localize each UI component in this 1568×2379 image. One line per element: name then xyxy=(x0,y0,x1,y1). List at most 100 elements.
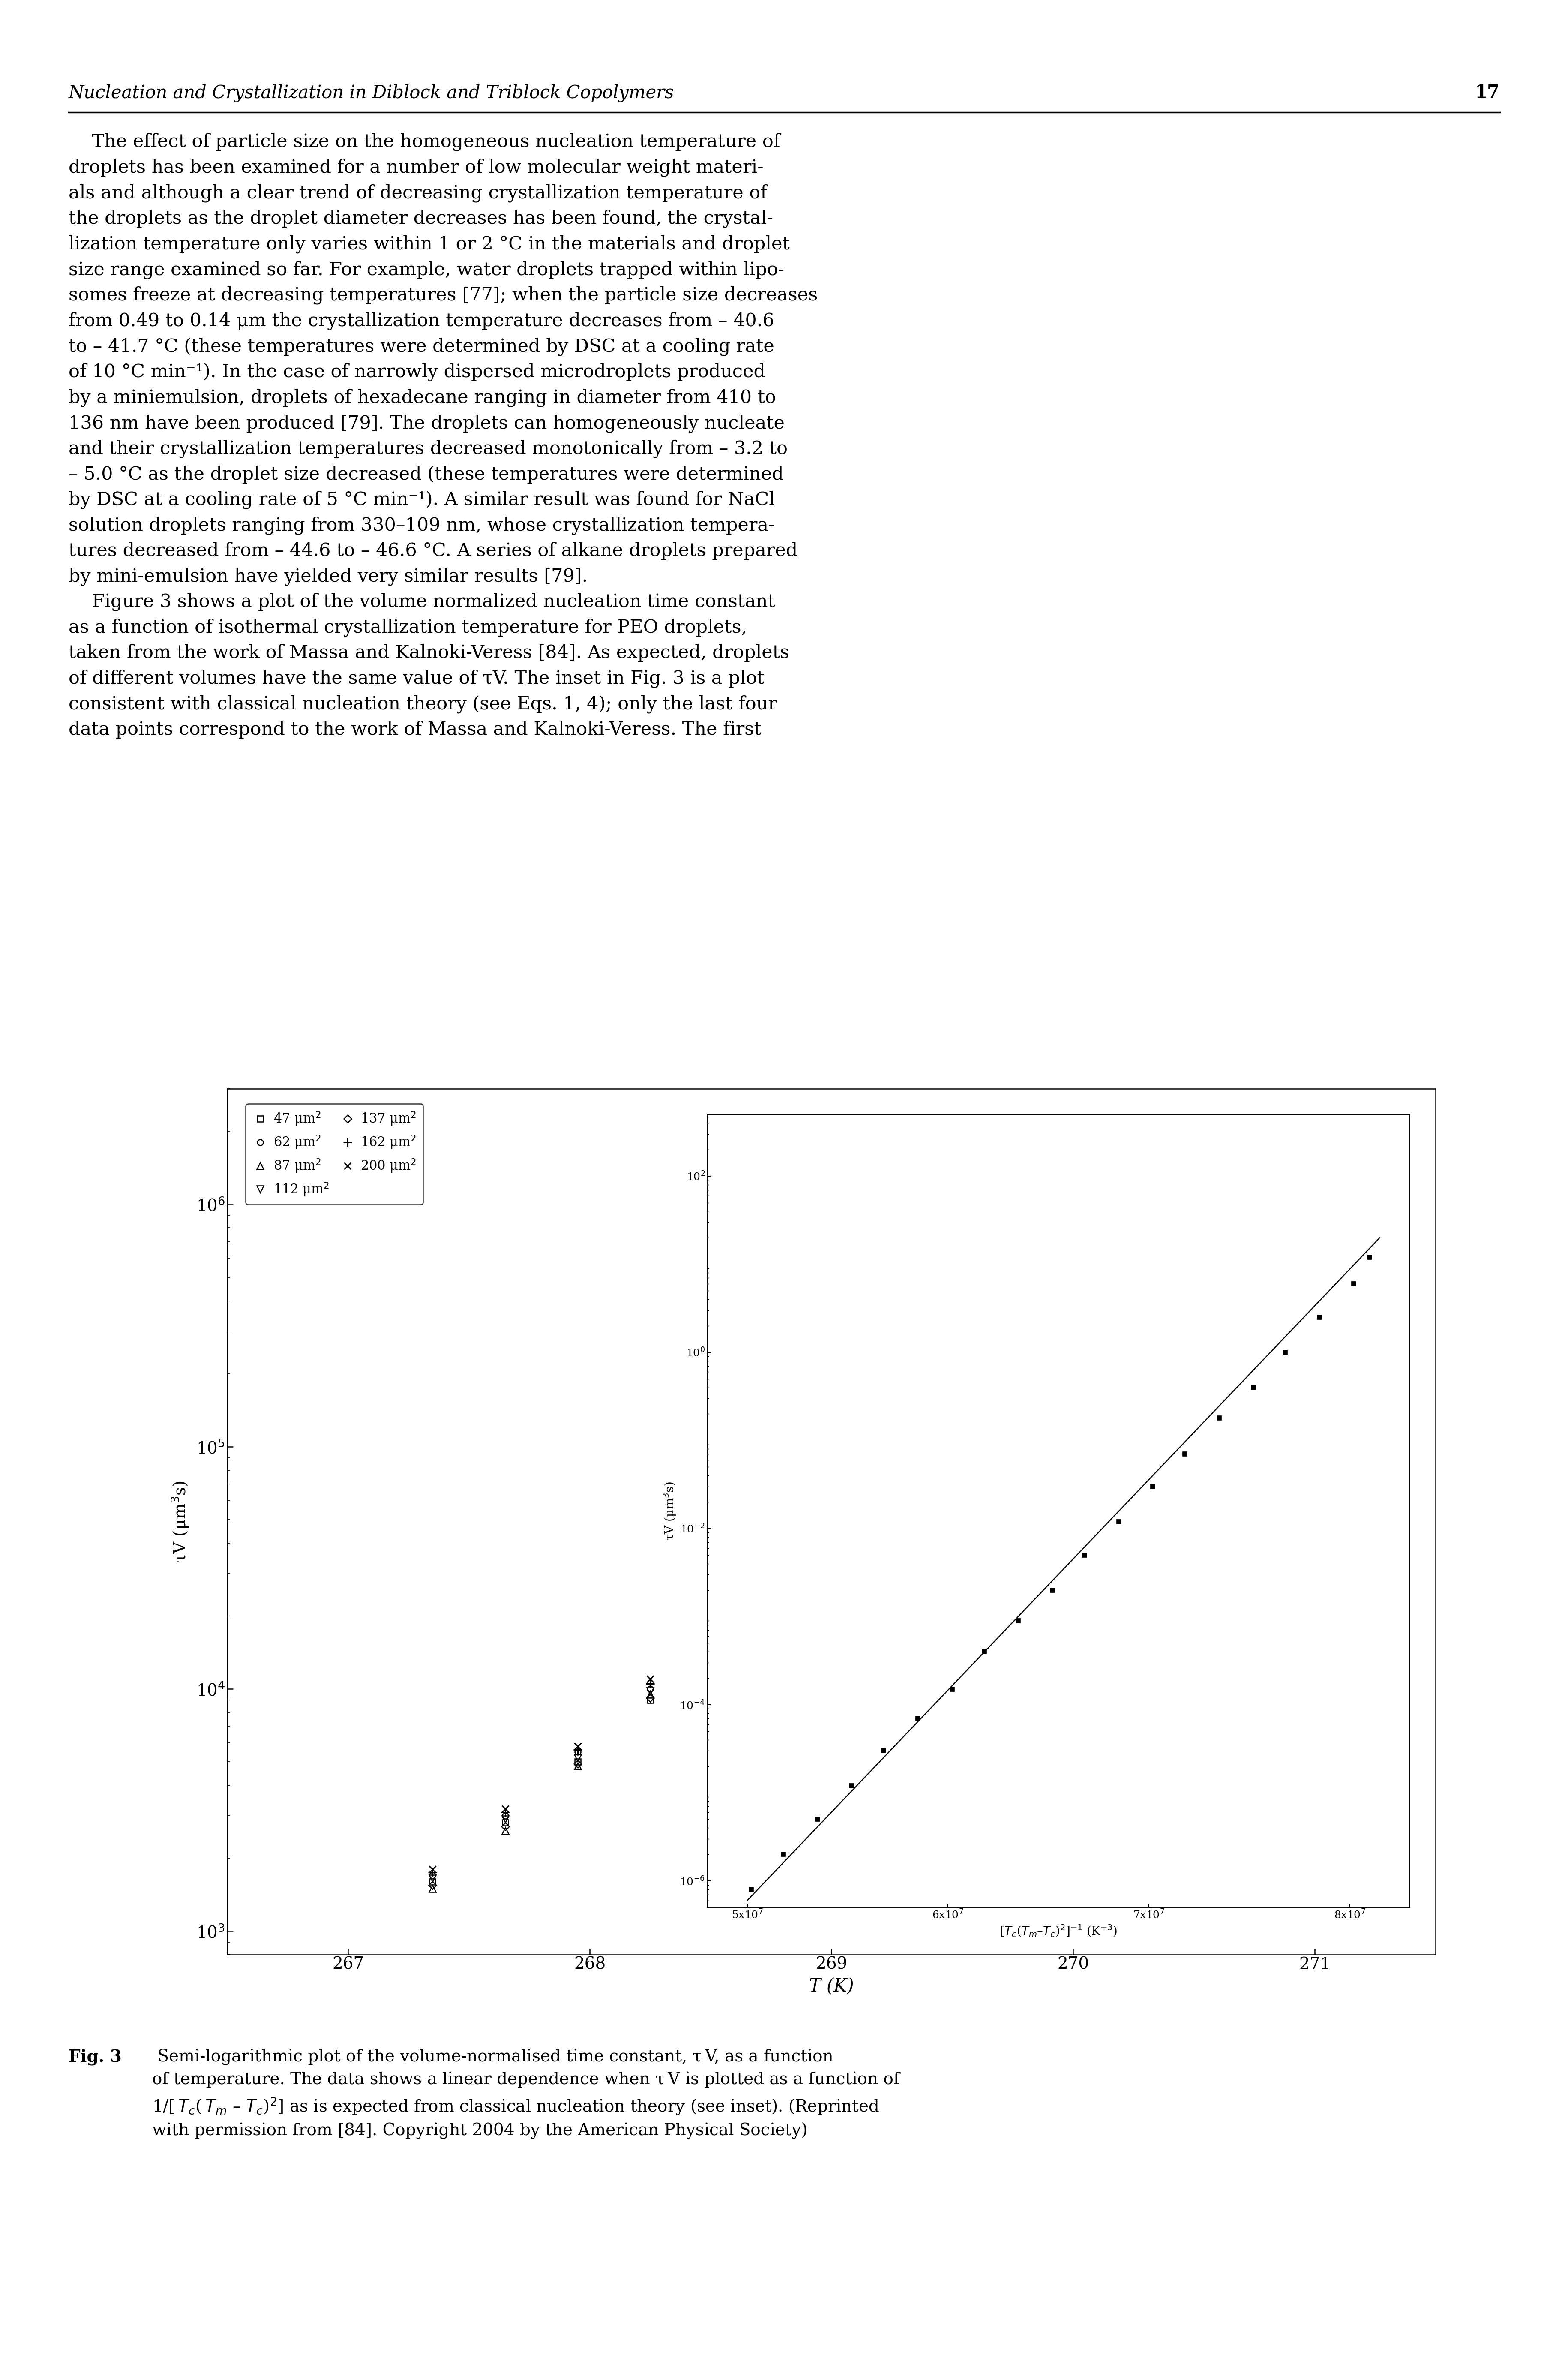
162 μm$^2$ xyxy=(641,1670,660,1699)
62 μm$^2$ xyxy=(786,1534,804,1563)
162 μm$^2$ xyxy=(495,1799,514,1827)
87 μm$^2$ xyxy=(568,1751,586,1779)
87 μm$^2$ xyxy=(1148,1199,1167,1228)
47 μm$^2$ xyxy=(858,1470,877,1499)
62 μm$^2$ xyxy=(1148,1197,1167,1225)
162 μm$^2$ xyxy=(1004,1313,1022,1342)
162 μm$^2$ xyxy=(1221,1156,1240,1185)
112 μm$^2$ xyxy=(1294,1130,1312,1159)
200 μm$^2$ xyxy=(1353,1111,1372,1140)
87 μm$^2$ xyxy=(495,1815,514,1844)
Legend: 47 μm$^2$, 62 μm$^2$, 87 μm$^2$, 112 μm$^2$, 137 μm$^2$, 162 μm$^2$, 200 μm$^2$: 47 μm$^2$, 62 μm$^2$, 87 μm$^2$, 112 μm$… xyxy=(246,1104,423,1204)
Text: The effect of particle size on the homogeneous nucleation temperature of
droplet: The effect of particle size on the homog… xyxy=(69,133,818,737)
200 μm$^2$ xyxy=(1148,1190,1167,1218)
Line: 87 μm$^2$: 87 μm$^2$ xyxy=(430,1128,1366,1891)
62 μm$^2$ xyxy=(495,1801,514,1829)
Text: Nucleation and Crystallization in Diblock and Triblock Copolymers: Nucleation and Crystallization in Dibloc… xyxy=(69,83,674,102)
200 μm$^2$ xyxy=(713,1592,732,1620)
Text: Fig. 3: Fig. 3 xyxy=(69,2048,122,2065)
137 μm$^2$ xyxy=(495,1813,514,1841)
137 μm$^2$ xyxy=(931,1396,950,1425)
Text: 17: 17 xyxy=(1475,83,1501,102)
112 μm$^2$ xyxy=(1353,1113,1372,1142)
200 μm$^2$ xyxy=(1294,1128,1312,1156)
47 μm$^2$ xyxy=(495,1808,514,1837)
62 μm$^2$ xyxy=(423,1860,442,1889)
137 μm$^2$ xyxy=(1221,1161,1240,1190)
137 μm$^2$ xyxy=(1148,1199,1167,1228)
87 μm$^2$ xyxy=(713,1608,732,1637)
Line: 162 μm$^2$: 162 μm$^2$ xyxy=(428,1123,1367,1877)
Text: Semi-logarithmic plot of the volume-normalised time constant, τ V, as a function: Semi-logarithmic plot of the volume-norm… xyxy=(152,2048,900,2139)
162 μm$^2$ xyxy=(1148,1192,1167,1220)
87 μm$^2$ xyxy=(931,1394,950,1423)
47 μm$^2$ xyxy=(713,1613,732,1642)
47 μm$^2$ xyxy=(1353,1118,1372,1147)
47 μm$^2$ xyxy=(1294,1135,1312,1163)
X-axis label: [$T_c$($T_m$–$T_c$)$^2$]$^{-1}$ (K$^{-3}$): [$T_c$($T_m$–$T_c$)$^2$]$^{-1}$ (K$^{-3}… xyxy=(1000,1925,1118,1939)
112 μm$^2$ xyxy=(713,1603,732,1632)
112 μm$^2$ xyxy=(1076,1242,1094,1270)
112 μm$^2$ xyxy=(931,1389,950,1418)
162 μm$^2$ xyxy=(423,1858,442,1887)
62 μm$^2$ xyxy=(568,1737,586,1765)
162 μm$^2$ xyxy=(713,1596,732,1625)
200 μm$^2$ xyxy=(641,1665,660,1694)
62 μm$^2$ xyxy=(1076,1244,1094,1273)
Line: 62 μm$^2$: 62 μm$^2$ xyxy=(430,1125,1366,1879)
112 μm$^2$ xyxy=(1148,1194,1167,1223)
62 μm$^2$ xyxy=(713,1601,732,1630)
112 μm$^2$ xyxy=(1004,1316,1022,1344)
47 μm$^2$ xyxy=(1004,1325,1022,1354)
62 μm$^2$ xyxy=(931,1389,950,1418)
112 μm$^2$ xyxy=(423,1865,442,1894)
62 μm$^2$ xyxy=(1353,1113,1372,1142)
137 μm$^2$ xyxy=(423,1870,442,1898)
162 μm$^2$ xyxy=(858,1458,877,1487)
200 μm$^2$ xyxy=(1004,1311,1022,1339)
200 μm$^2$ xyxy=(423,1856,442,1884)
162 μm$^2$ xyxy=(786,1530,804,1558)
137 μm$^2$ xyxy=(1004,1323,1022,1351)
47 μm$^2$ xyxy=(1148,1201,1167,1230)
62 μm$^2$ xyxy=(641,1675,660,1703)
87 μm$^2$ xyxy=(641,1680,660,1708)
87 μm$^2$ xyxy=(1221,1161,1240,1190)
162 μm$^2$ xyxy=(1353,1113,1372,1142)
87 μm$^2$ xyxy=(1353,1116,1372,1144)
62 μm$^2$ xyxy=(858,1463,877,1492)
62 μm$^2$ xyxy=(1294,1130,1312,1159)
112 μm$^2$ xyxy=(568,1744,586,1772)
X-axis label: T (K): T (K) xyxy=(809,1977,853,1996)
162 μm$^2$ xyxy=(1294,1130,1312,1159)
47 μm$^2$ xyxy=(786,1544,804,1573)
Line: 137 μm$^2$: 137 μm$^2$ xyxy=(430,1128,1366,1887)
62 μm$^2$ xyxy=(1221,1159,1240,1187)
137 μm$^2$ xyxy=(1353,1116,1372,1144)
47 μm$^2$ xyxy=(568,1749,586,1777)
200 μm$^2$ xyxy=(495,1794,514,1822)
Line: 47 μm$^2$: 47 μm$^2$ xyxy=(430,1128,1366,1884)
Y-axis label: τV (μm$^3$s): τV (μm$^3$s) xyxy=(169,1480,190,1563)
112 μm$^2$ xyxy=(786,1532,804,1561)
112 μm$^2$ xyxy=(858,1461,877,1489)
137 μm$^2$ xyxy=(786,1539,804,1568)
137 μm$^2$ xyxy=(1076,1249,1094,1278)
62 μm$^2$ xyxy=(1004,1316,1022,1344)
200 μm$^2$ xyxy=(931,1382,950,1411)
87 μm$^2$ xyxy=(1004,1320,1022,1349)
200 μm$^2$ xyxy=(786,1523,804,1551)
47 μm$^2$ xyxy=(931,1396,950,1425)
200 μm$^2$ xyxy=(568,1732,586,1760)
87 μm$^2$ xyxy=(786,1537,804,1565)
200 μm$^2$ xyxy=(1221,1154,1240,1182)
200 μm$^2$ xyxy=(1076,1237,1094,1266)
162 μm$^2$ xyxy=(568,1737,586,1765)
112 μm$^2$ xyxy=(1221,1159,1240,1187)
Line: 112 μm$^2$: 112 μm$^2$ xyxy=(430,1125,1366,1882)
137 μm$^2$ xyxy=(1294,1135,1312,1163)
Y-axis label: τV (μm$^3$s): τV (μm$^3$s) xyxy=(662,1482,677,1542)
87 μm$^2$ xyxy=(423,1875,442,1903)
47 μm$^2$ xyxy=(1076,1251,1094,1280)
47 μm$^2$ xyxy=(1221,1163,1240,1192)
